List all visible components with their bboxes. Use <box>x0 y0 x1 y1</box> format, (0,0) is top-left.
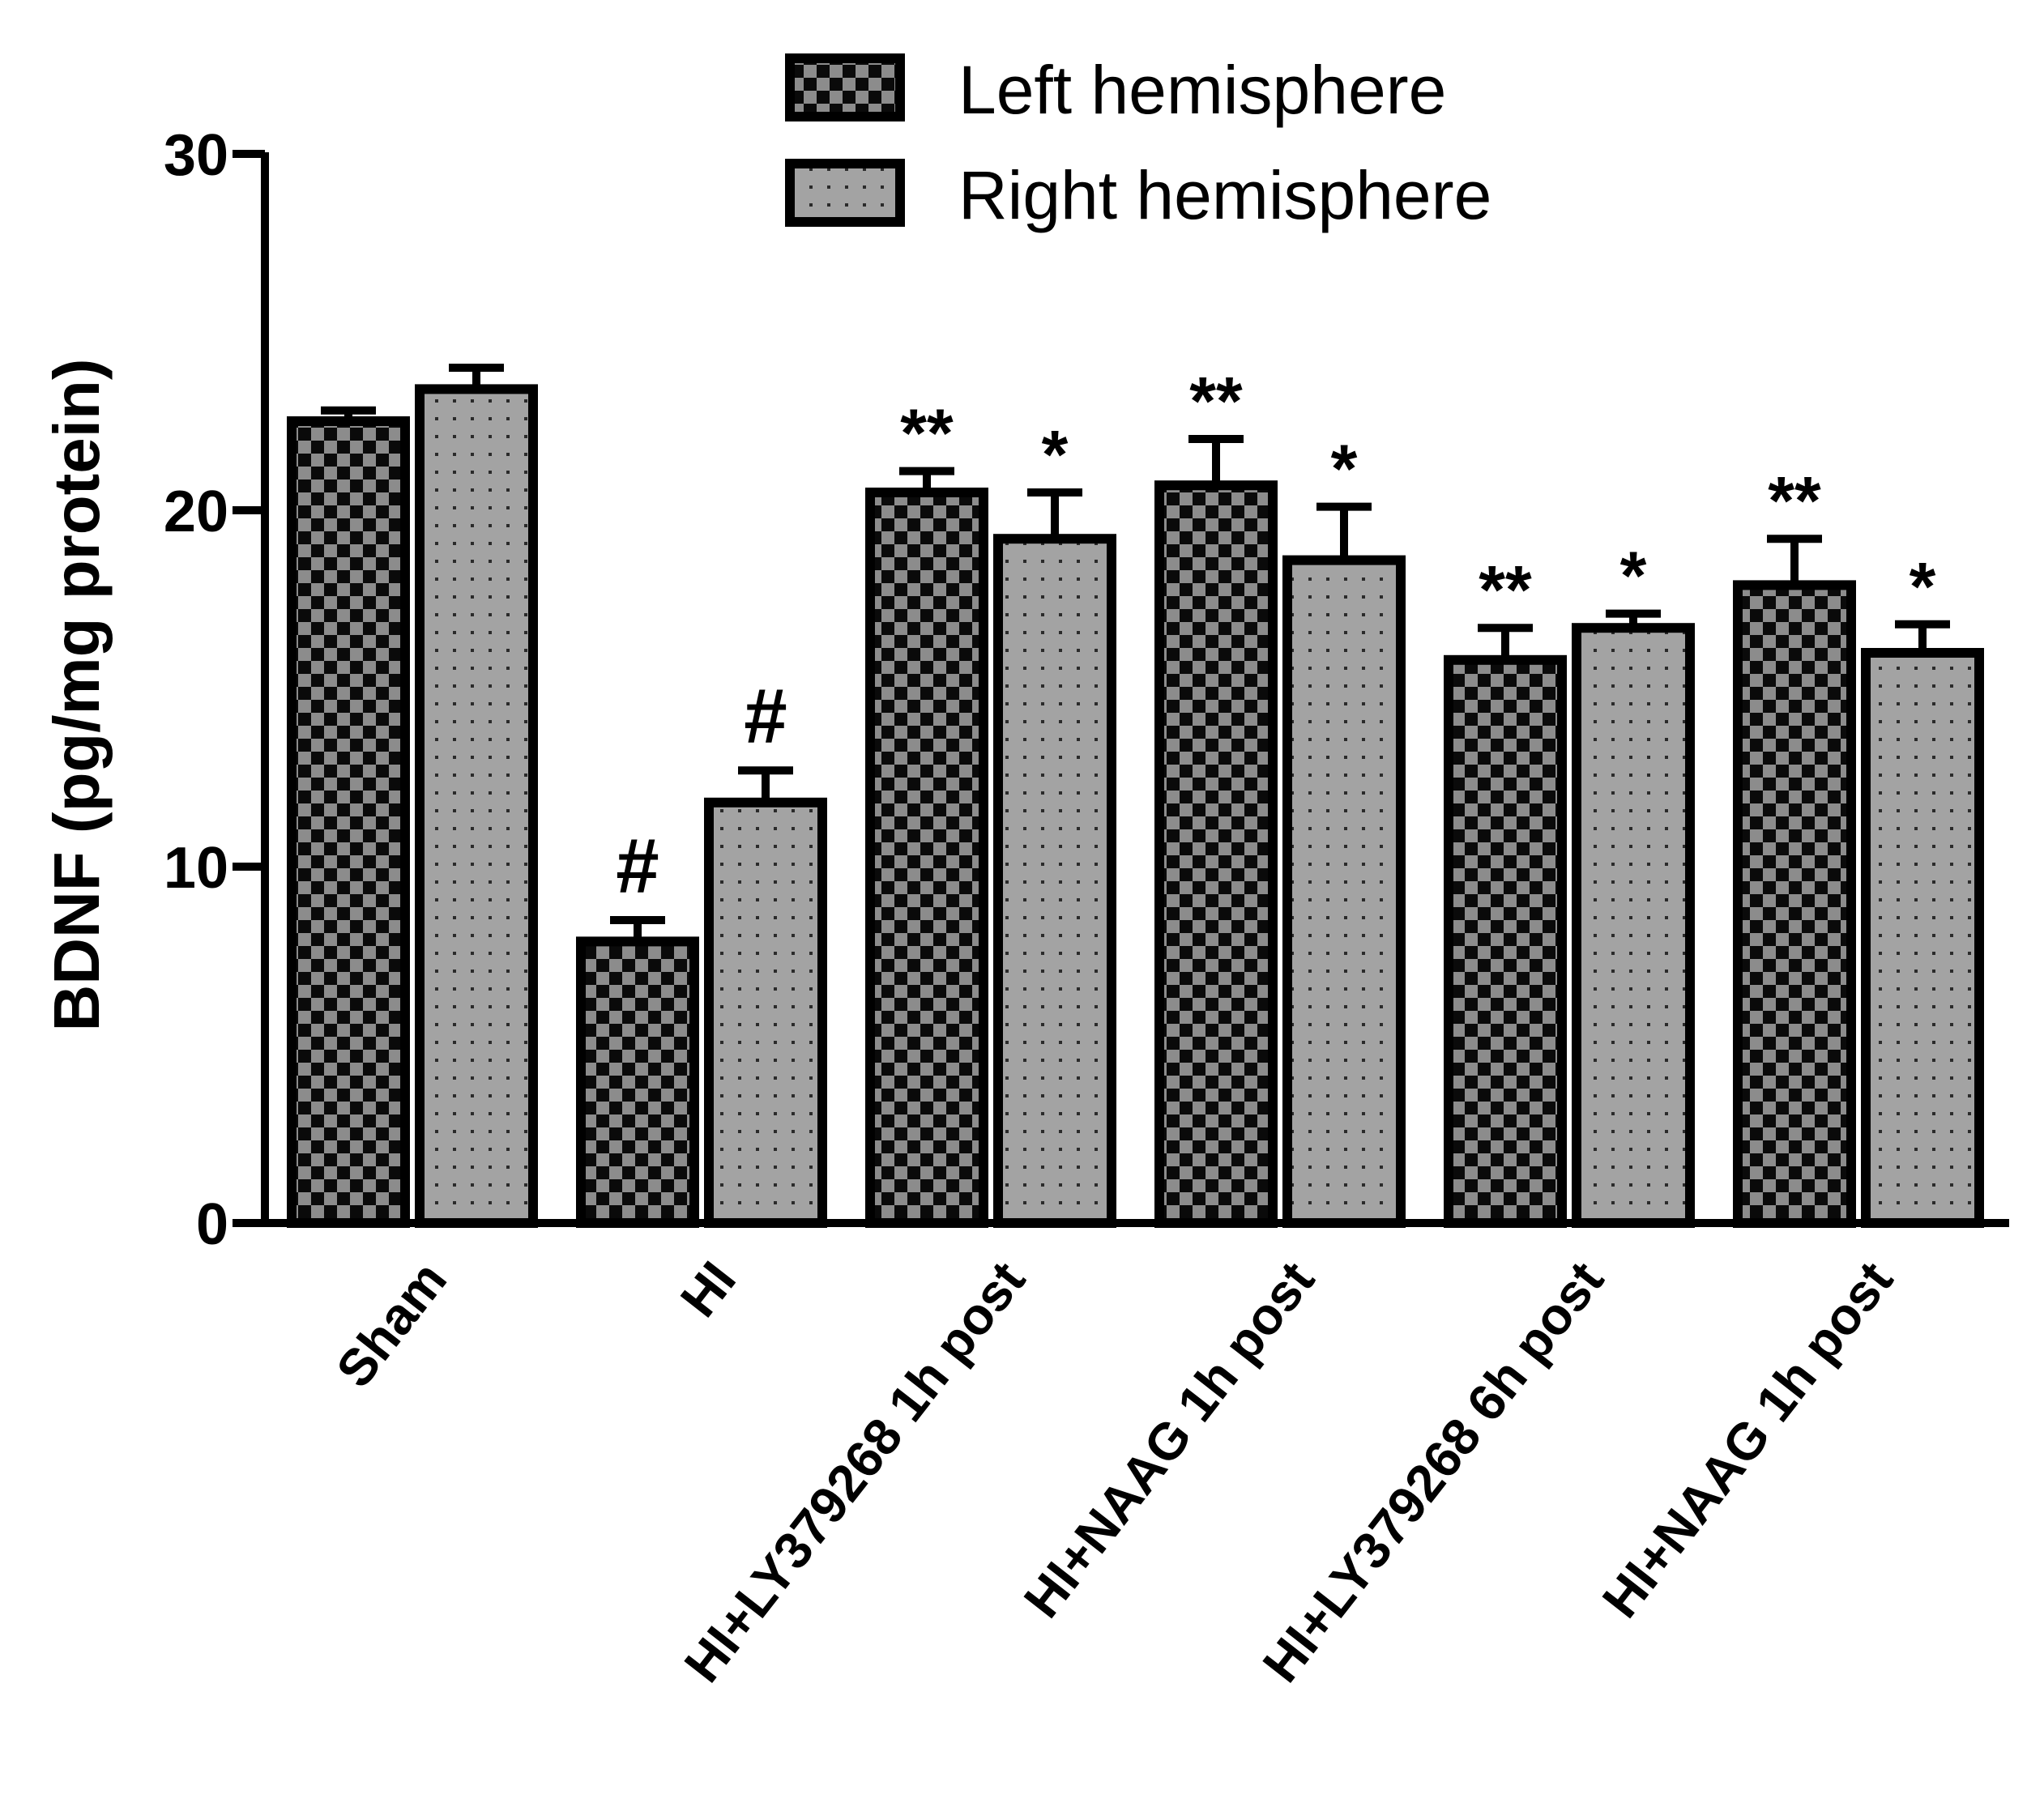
annotation-1-1: # <box>744 673 787 760</box>
category-label-4: HI+LY379268 6h post <box>1252 1251 1615 1693</box>
annotation-1-2: * <box>1042 416 1069 492</box>
bar-left-1 <box>576 936 699 1229</box>
bar-left-4 <box>1444 654 1567 1228</box>
y-axis-label: BDNF (pg/mg protein) <box>41 359 113 1032</box>
bar-right-1 <box>704 797 827 1228</box>
category-label-5: HI+NAAG 1h post <box>1591 1251 1904 1628</box>
bar-right-2 <box>993 534 1116 1228</box>
y-axis-title: BDNF (pg/mg protein) <box>41 359 113 1032</box>
bar-right-4 <box>1572 623 1695 1228</box>
legend-swatch-1 <box>785 159 905 227</box>
bar-right-0 <box>415 384 538 1228</box>
legend-swatch-0 <box>785 53 905 121</box>
legend-label-1: Right hemisphere <box>958 157 1491 233</box>
significance-annotations: ##** ****** **** <box>616 363 1935 910</box>
annotation-0-3: ** <box>1189 363 1243 439</box>
y-tick-label-30: 30 <box>164 123 228 188</box>
bar-right-3 <box>1282 555 1406 1228</box>
category-label-3: HI+NAAG 1h post <box>1013 1251 1325 1628</box>
annotation-1-4: * <box>1620 538 1647 614</box>
category-label-1: HI <box>669 1251 747 1328</box>
y-tick-label-0: 0 <box>196 1192 228 1257</box>
annotation-0-2: ** <box>900 395 954 471</box>
bars <box>287 384 1984 1229</box>
axes: 0 10 20 30 <box>164 123 2009 1257</box>
bar-left-0 <box>287 416 410 1228</box>
legend-label-0: Left hemisphere <box>958 52 1446 128</box>
bar-right-5 <box>1861 648 1984 1228</box>
bar-left-2 <box>865 488 988 1228</box>
category-label-0: Sham <box>325 1251 458 1398</box>
y-tick-label-20: 20 <box>164 479 228 544</box>
annotation-0-1: # <box>616 823 659 910</box>
error-bars <box>321 364 1950 942</box>
bar-left-3 <box>1154 480 1278 1228</box>
annotation-1-5: * <box>1910 548 1936 624</box>
annotation-1-3: * <box>1331 431 1358 507</box>
y-tick-label-10: 10 <box>164 836 228 901</box>
annotation-0-4: ** <box>1479 552 1532 628</box>
annotation-0-5: ** <box>1768 462 1821 539</box>
legend: Left hemisphere Right hemisphere <box>785 52 1491 233</box>
category-label-2: HI+LY379268 1h post <box>673 1251 1036 1693</box>
bar-left-5 <box>1733 580 1856 1228</box>
